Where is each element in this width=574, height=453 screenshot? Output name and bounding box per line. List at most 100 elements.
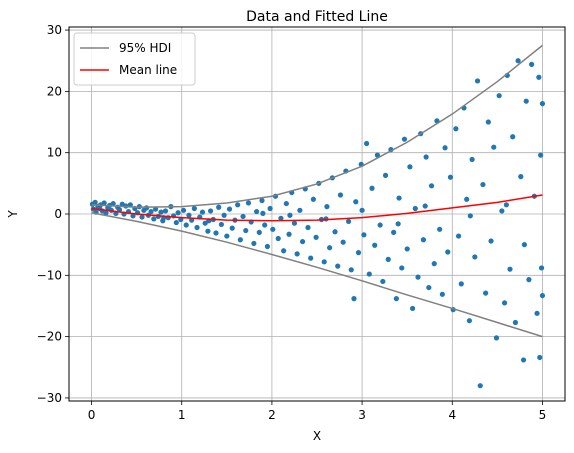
scatter-point — [529, 61, 535, 67]
scatter-point — [491, 144, 497, 150]
scatter-point — [180, 207, 187, 213]
scatter-point — [264, 243, 270, 250]
scatter-point — [431, 261, 437, 267]
scatter-point — [216, 204, 222, 210]
legend-box — [73, 32, 196, 86]
x-tick-label: 2 — [268, 408, 276, 422]
scatter-point — [538, 265, 545, 271]
scatter-point — [267, 205, 273, 212]
grid-lines — [69, 27, 565, 401]
scatter-point — [224, 233, 230, 239]
y-tick-label: 30 — [47, 23, 62, 37]
scatter-point — [92, 199, 98, 205]
scatter-point — [207, 208, 214, 214]
scatter-point — [158, 209, 164, 215]
y-tick-label: −10 — [37, 268, 62, 282]
scatter-point — [245, 200, 252, 206]
y-tick-label: 0 — [54, 207, 62, 221]
scatter-point — [340, 239, 346, 245]
scatter-point — [305, 224, 311, 231]
scatter-point — [442, 145, 448, 151]
scatter-point — [278, 215, 284, 221]
scatter-point — [332, 229, 338, 235]
x-tick-label: 1 — [178, 408, 186, 422]
scatter-point — [262, 222, 268, 228]
scatter-point — [310, 196, 316, 202]
chart-title: Data and Fitted Line — [246, 9, 388, 25]
scatter-point — [393, 296, 399, 302]
hdi-lower-line — [91, 212, 543, 338]
scatter-point — [374, 152, 381, 158]
y-tick-label: 20 — [47, 84, 62, 98]
scatter-point — [539, 101, 546, 107]
scatter-point — [510, 134, 516, 140]
scatter-point — [518, 174, 524, 180]
scatter-point — [477, 383, 483, 389]
scatter-point — [466, 318, 473, 324]
scatter-point — [391, 229, 397, 235]
scatter-point — [205, 228, 211, 234]
scatter-point — [526, 277, 532, 283]
scatter-point — [297, 207, 303, 213]
scatter-point — [493, 335, 500, 341]
scatter-point — [464, 196, 470, 202]
scatter-point — [364, 140, 370, 147]
hdi-upper-line — [91, 44, 543, 209]
scatter-point — [474, 78, 481, 84]
scatter-point — [453, 126, 459, 132]
scatter-point — [348, 267, 354, 273]
scatter-point — [515, 58, 521, 64]
scatter-point — [243, 227, 249, 234]
scatter-point — [401, 136, 408, 142]
scatter-point — [422, 203, 428, 209]
x-tick-label: 0 — [88, 408, 96, 422]
scatter-point — [199, 209, 206, 215]
scatter-point — [399, 265, 405, 271]
scatter-point — [186, 212, 192, 218]
scatter-point — [313, 234, 319, 240]
scatter-point — [521, 242, 528, 248]
mean-line — [91, 194, 543, 222]
scatter-point — [194, 224, 200, 231]
scatter-point — [213, 230, 219, 236]
scatter-point — [260, 210, 266, 216]
scatter-point — [437, 226, 443, 232]
scatter-point — [355, 250, 362, 256]
scatter-point — [324, 204, 330, 210]
scatter-point — [499, 208, 505, 214]
scatter-point — [253, 208, 260, 215]
scatter-point — [353, 199, 359, 205]
scatter-point — [469, 156, 475, 163]
scatter-point — [520, 357, 527, 363]
scatter-point — [110, 200, 116, 207]
scatter-point — [412, 205, 418, 212]
scatter-point — [335, 263, 341, 269]
scatter-point — [523, 98, 529, 104]
y-tick-label: −20 — [37, 330, 62, 344]
scatter-point — [286, 231, 292, 237]
scatter-point — [404, 246, 410, 252]
scatter-point — [395, 221, 401, 227]
scatter-point — [385, 256, 391, 262]
x-tick-label: 4 — [448, 408, 456, 422]
scatter-point — [420, 237, 427, 243]
scatter-point — [537, 354, 543, 361]
scatter-point — [221, 212, 227, 218]
scatter-point — [294, 251, 300, 257]
scatter-point — [439, 291, 445, 297]
scatter-point — [447, 174, 454, 180]
scatter-point — [101, 200, 107, 206]
scatter-point — [151, 216, 157, 222]
scatter-point — [235, 202, 241, 208]
scatter-point — [191, 205, 197, 212]
scatter-point — [369, 185, 375, 191]
scatter-point — [485, 119, 491, 125]
scatter-point — [536, 74, 542, 80]
scatter-point — [483, 290, 489, 296]
scatter-point — [361, 232, 367, 238]
scatter-point — [103, 210, 109, 216]
scatter-point — [308, 255, 314, 261]
scatter-point — [229, 225, 235, 231]
x-axis-label: X — [313, 429, 321, 443]
scatter-point — [409, 305, 416, 312]
